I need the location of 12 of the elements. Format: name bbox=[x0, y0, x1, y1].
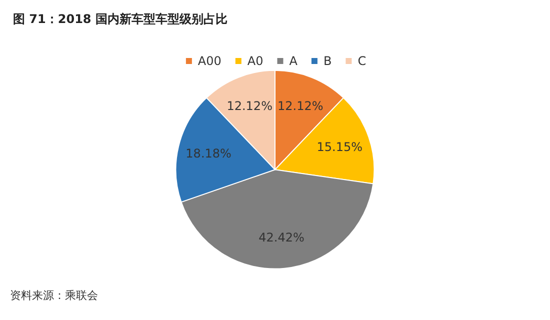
data-label: 42.42% bbox=[258, 230, 304, 245]
legend-label: A bbox=[289, 54, 298, 68]
legend-label: A0 bbox=[247, 54, 264, 68]
data-label: 18.18% bbox=[186, 146, 232, 160]
chart-title: 图 71：2018 国内新车型车型级别占比 bbox=[13, 12, 228, 26]
data-label: 12.12% bbox=[278, 99, 324, 114]
legend-label: A00 bbox=[198, 54, 222, 68]
text: 资料来源：乘联会 bbox=[10, 289, 98, 302]
legend-label: B bbox=[323, 54, 332, 68]
legend-label: C bbox=[358, 54, 366, 68]
data-label: 12.12% bbox=[226, 99, 272, 114]
data-label: 15.15% bbox=[316, 140, 362, 154]
